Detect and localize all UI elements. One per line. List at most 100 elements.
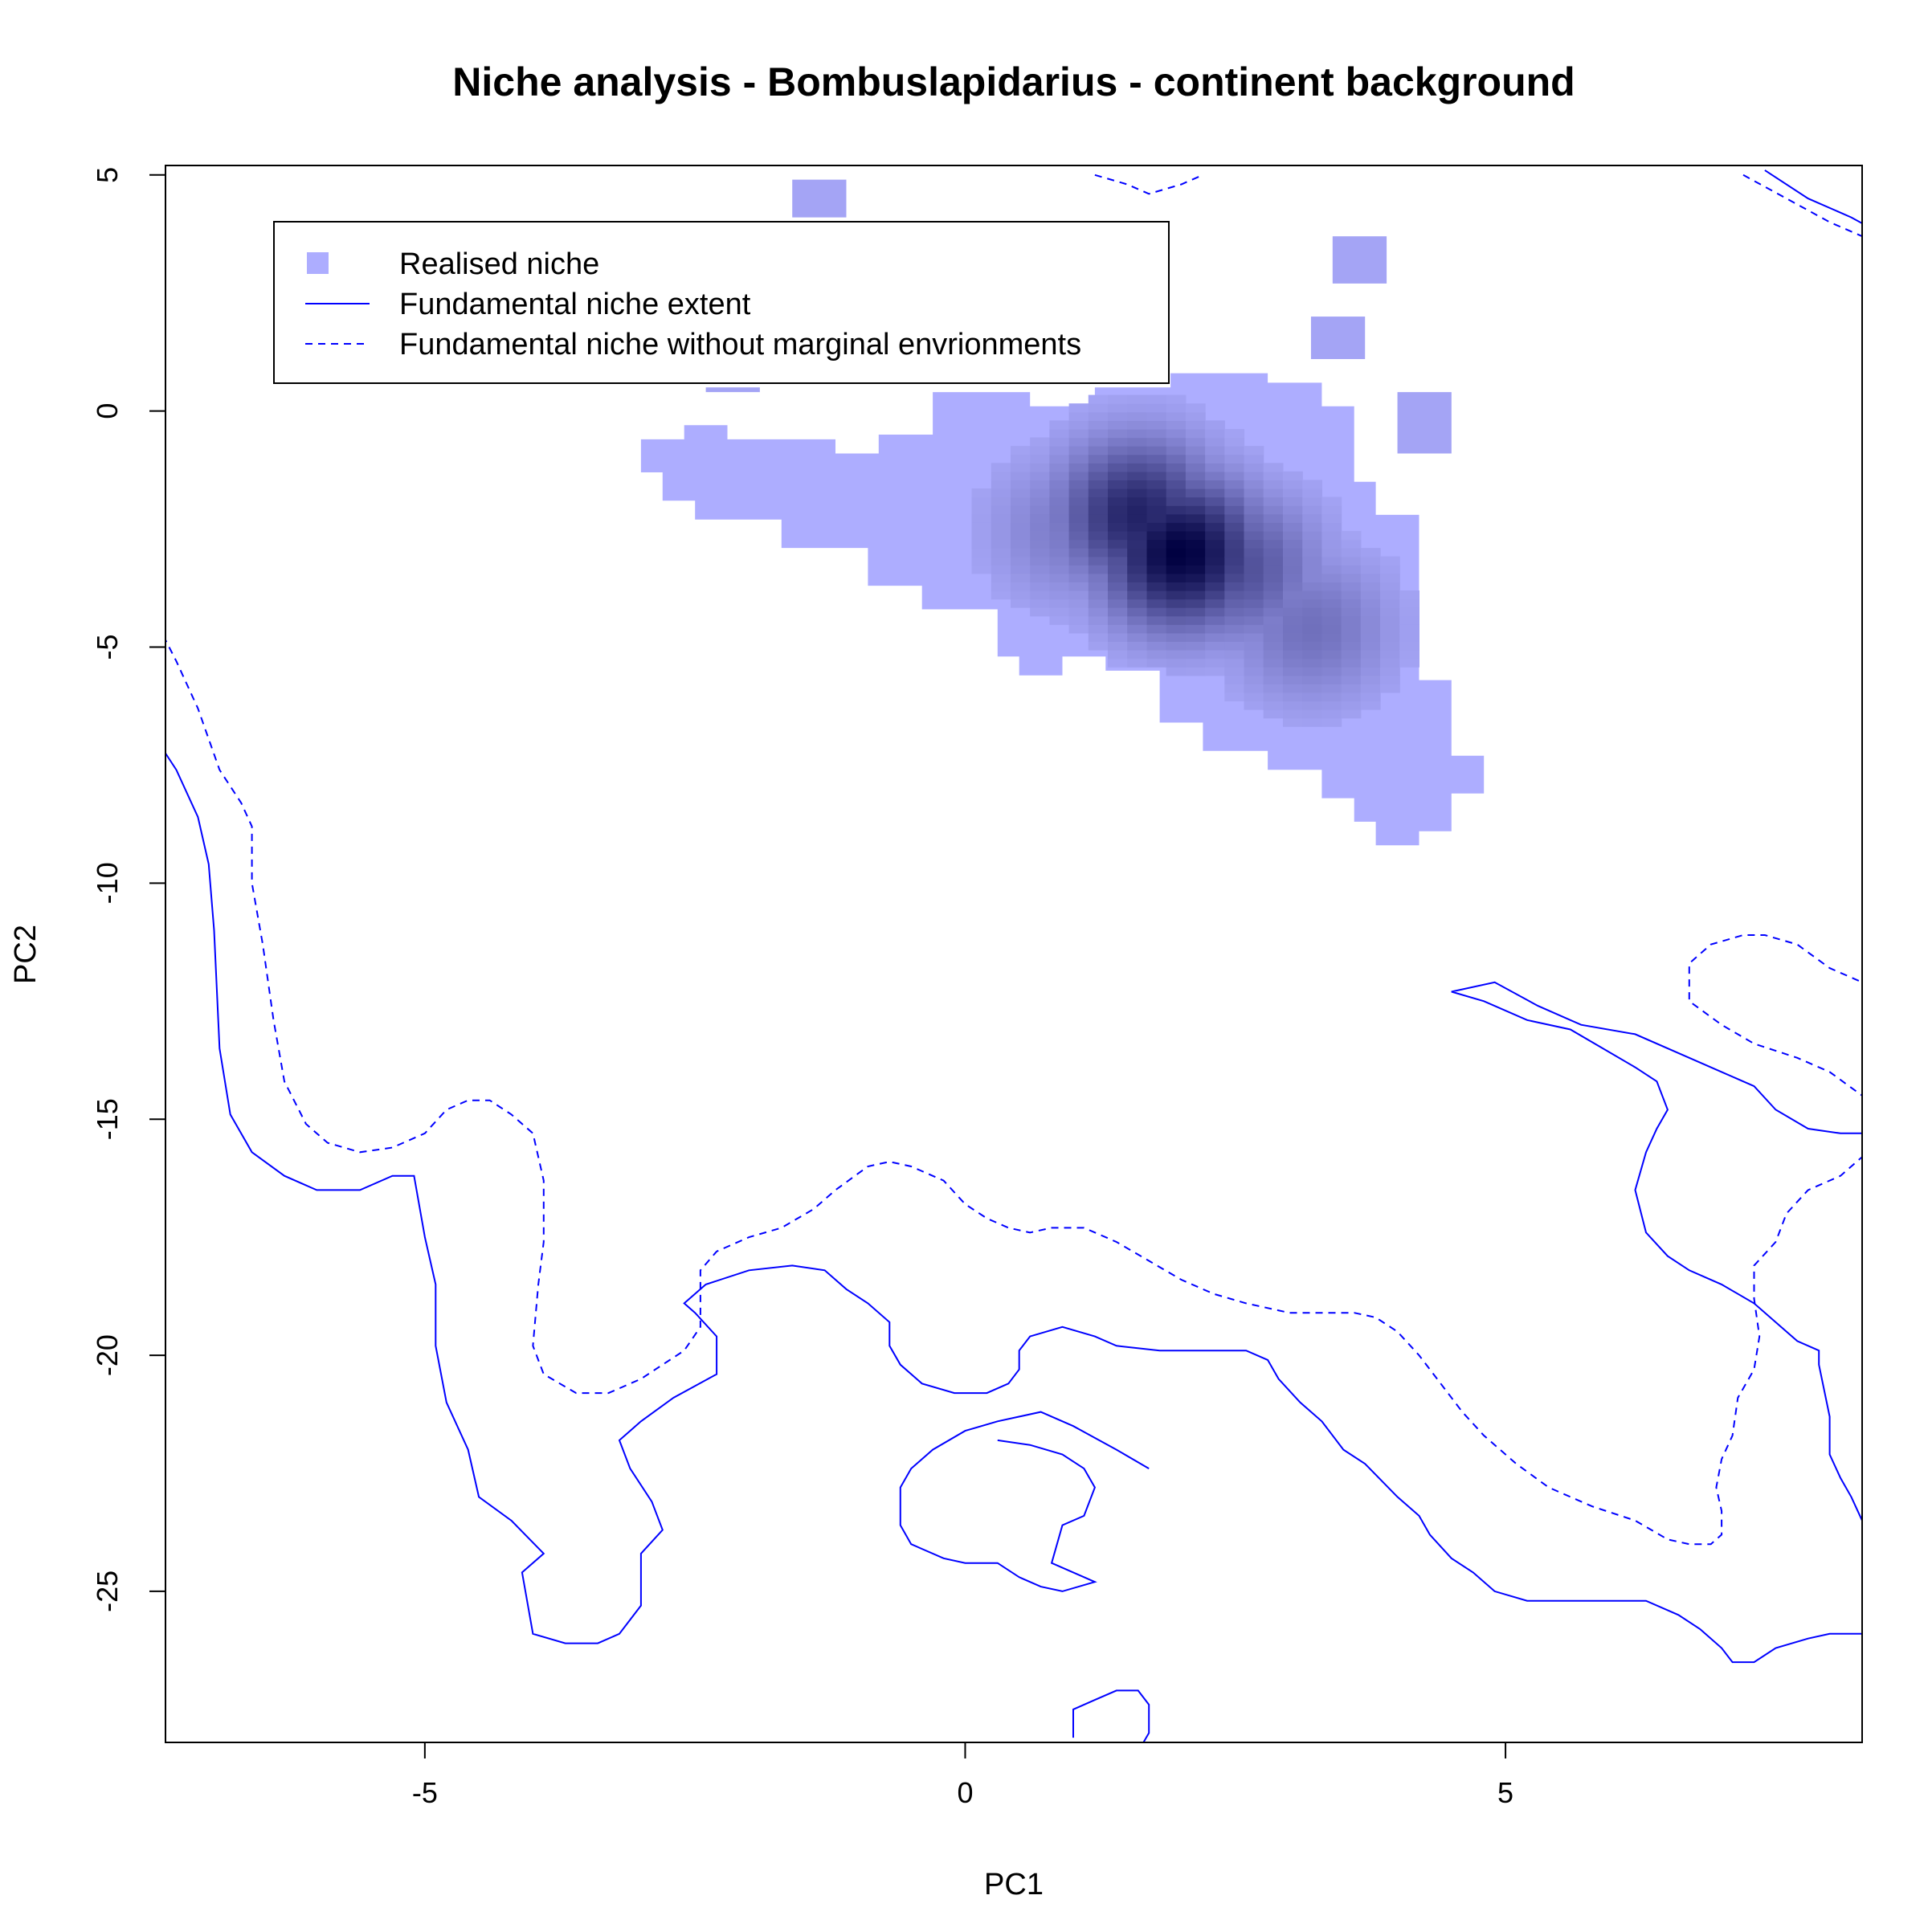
- density-cell: [1380, 675, 1400, 684]
- density-cell: [1224, 565, 1245, 574]
- density-cell: [1399, 607, 1419, 617]
- density-cell: [1321, 717, 1342, 727]
- density-cell: [1205, 446, 1225, 455]
- density-cell: [1146, 530, 1167, 541]
- density-cell: [1263, 480, 1284, 489]
- density-cell: [1088, 454, 1109, 464]
- density-cell: [1205, 565, 1225, 574]
- density-cell: [1341, 539, 1362, 549]
- density-cell: [1127, 513, 1147, 523]
- density-cell: [1244, 582, 1264, 591]
- density-cell: [1146, 463, 1167, 472]
- density-cell: [1263, 598, 1284, 608]
- density-cell: [1146, 598, 1167, 608]
- density-cell: [1185, 488, 1206, 498]
- density-cell: [1108, 650, 1128, 660]
- density-cell: [1360, 684, 1381, 693]
- density-cell: [1146, 556, 1167, 566]
- density-cell: [1088, 446, 1109, 455]
- density-cell: [1030, 582, 1050, 591]
- density-cell: [1399, 658, 1419, 668]
- density-cell: [1185, 624, 1206, 634]
- density-cell: [1127, 650, 1147, 660]
- density-cell: [1030, 454, 1050, 464]
- density-cell: [1088, 641, 1109, 651]
- density-cell: [1108, 513, 1128, 523]
- density-cell: [1185, 446, 1206, 455]
- density-cell: [1224, 505, 1245, 515]
- density-cell: [1166, 488, 1187, 498]
- density-cell: [1166, 641, 1187, 651]
- density-cell: [1244, 556, 1264, 566]
- density-cell: [1341, 675, 1362, 684]
- density-cell: [1321, 556, 1342, 566]
- density-cell: [1244, 624, 1264, 634]
- density-cell: [1244, 607, 1264, 617]
- density-cell: [1146, 641, 1167, 651]
- density-cell: [1341, 573, 1362, 582]
- density-cell: [1399, 598, 1419, 608]
- density-cell: [1205, 624, 1225, 634]
- density-cell: [1030, 480, 1050, 489]
- density-cell: [1030, 463, 1050, 472]
- density-cell: [1283, 692, 1303, 702]
- density-cell: [1049, 582, 1070, 591]
- density-cell: [1049, 565, 1070, 574]
- density-cell: [1088, 403, 1109, 413]
- density-cell: [1049, 513, 1070, 523]
- density-cell: [1068, 463, 1089, 472]
- density-cell: [1108, 411, 1128, 421]
- legend-label-fundamental-extent: Fundamental niche extent: [399, 288, 751, 321]
- density-cell: [1341, 565, 1362, 574]
- density-cell: [1088, 590, 1109, 600]
- density-cell: [1049, 539, 1070, 549]
- density-cell: [1185, 513, 1206, 523]
- legend-box: [273, 221, 1170, 384]
- density-cell: [1068, 590, 1089, 600]
- density-cell: [1068, 496, 1089, 506]
- density-cell: [1263, 573, 1284, 582]
- contour-layer: [165, 170, 1862, 1742]
- density-cell: [1108, 598, 1128, 608]
- density-cell: [1108, 607, 1128, 617]
- density-cell: [1049, 573, 1070, 582]
- density-cell: [1244, 590, 1264, 600]
- density-cell: [1380, 598, 1400, 608]
- density-cell: [1166, 480, 1187, 489]
- density-cell: [1283, 667, 1303, 676]
- density-cell: [1360, 667, 1381, 676]
- density-cell: [1360, 624, 1381, 634]
- density-cell: [1283, 650, 1303, 660]
- density-cell: [1049, 548, 1070, 558]
- density-cell: [1068, 437, 1089, 447]
- density-cell: [1049, 505, 1070, 515]
- density-cell: [1127, 420, 1147, 430]
- density-cell: [971, 539, 992, 549]
- density-cell: [1166, 446, 1187, 455]
- density-cell: [1360, 658, 1381, 668]
- realised-niche-patch-6: [705, 387, 760, 393]
- density-cell: [1302, 522, 1322, 532]
- y-axis-title: PC2: [9, 925, 43, 984]
- y-tick-label: -10: [91, 862, 124, 904]
- density-cell: [991, 530, 1011, 541]
- density-cell: [1088, 615, 1109, 625]
- density-cell: [1127, 411, 1147, 421]
- density-cell: [1321, 624, 1342, 634]
- density-cell: [1380, 607, 1400, 617]
- density-cell: [1030, 607, 1050, 617]
- density-cell: [1283, 717, 1303, 727]
- density-cell: [1360, 548, 1381, 558]
- density-cell: [1166, 513, 1187, 523]
- density-cell: [1166, 429, 1187, 439]
- density-cell: [1244, 615, 1264, 625]
- density-cell: [1263, 556, 1284, 566]
- density-cell: [1321, 522, 1342, 532]
- density-cell: [1068, 539, 1089, 549]
- density-cell: [1302, 530, 1322, 541]
- density-cell: [1127, 598, 1147, 608]
- density-cell: [1302, 709, 1322, 719]
- density-cell: [1068, 615, 1089, 625]
- fundamental-extent-contour-3: [899, 1411, 1150, 1592]
